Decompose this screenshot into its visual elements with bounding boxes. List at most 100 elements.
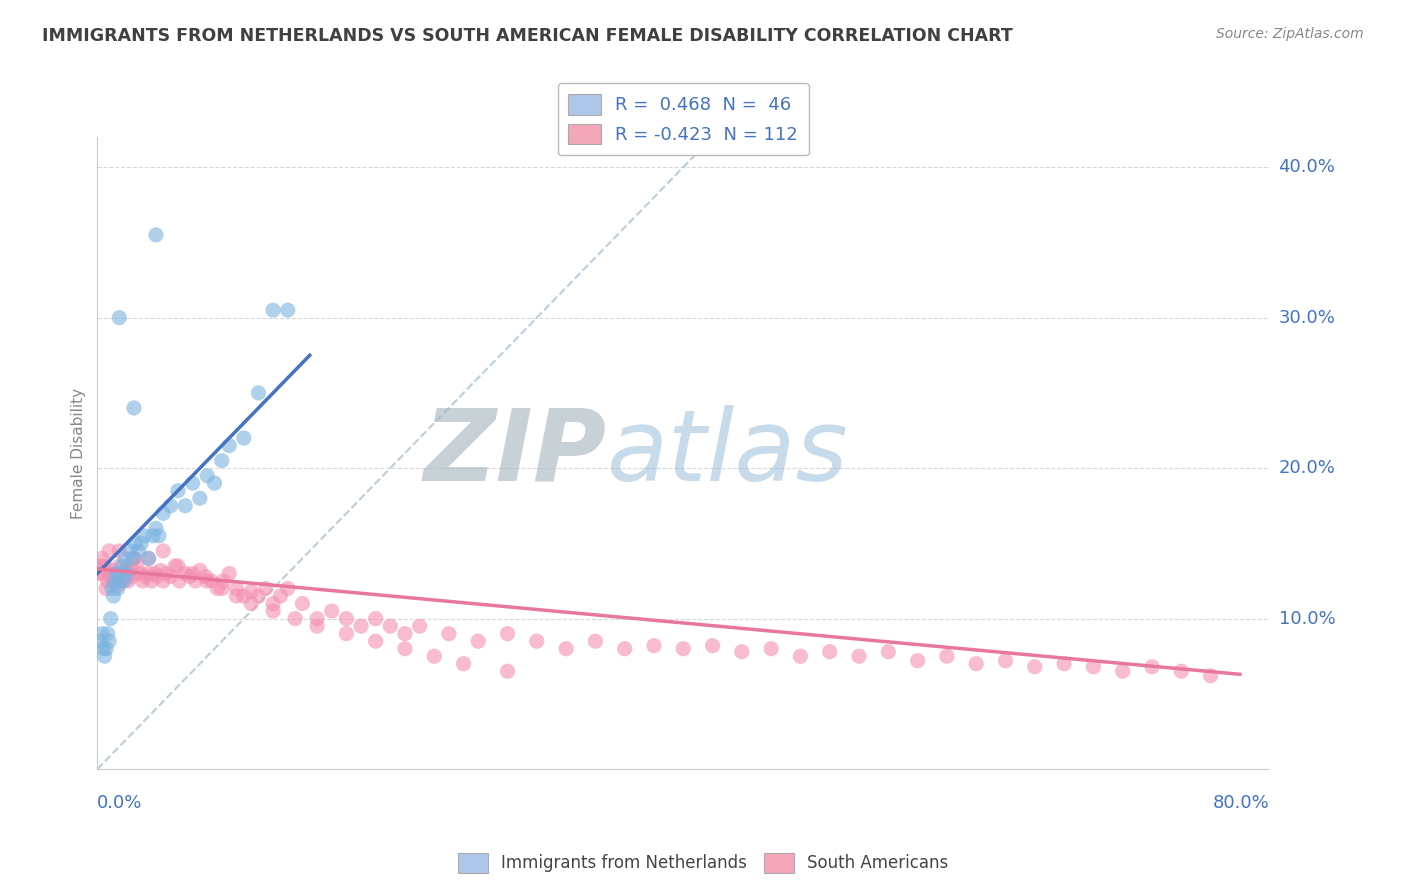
- Point: [148, 529, 170, 543]
- Point: [125, 558, 148, 573]
- Point: [89, 634, 111, 648]
- Point: [453, 657, 475, 671]
- Point: [122, 401, 145, 415]
- Point: [134, 529, 156, 543]
- Y-axis label: Female Disability: Female Disability: [72, 387, 86, 518]
- Point: [284, 612, 307, 626]
- Point: [94, 641, 117, 656]
- Point: [114, 564, 136, 578]
- Text: 0.0%: 0.0%: [97, 795, 143, 813]
- Point: [103, 589, 125, 603]
- Point: [201, 574, 224, 588]
- Point: [107, 578, 129, 592]
- Point: [152, 574, 174, 588]
- Point: [112, 566, 135, 581]
- Point: [1140, 659, 1163, 673]
- Point: [1199, 669, 1222, 683]
- Point: [211, 582, 233, 596]
- Point: [207, 582, 229, 596]
- Point: [115, 566, 138, 581]
- Point: [181, 566, 204, 581]
- Point: [145, 521, 167, 535]
- Point: [118, 566, 141, 581]
- Point: [188, 491, 211, 506]
- Point: [101, 564, 124, 578]
- Point: [146, 569, 169, 583]
- Point: [135, 569, 157, 583]
- Point: [247, 385, 270, 400]
- Point: [93, 558, 115, 573]
- Point: [702, 639, 724, 653]
- Point: [394, 641, 416, 656]
- Point: [110, 566, 132, 581]
- Point: [91, 566, 114, 581]
- Point: [122, 551, 145, 566]
- Point: [262, 303, 284, 318]
- Point: [204, 476, 226, 491]
- Point: [127, 544, 149, 558]
- Point: [117, 574, 139, 588]
- Point: [1111, 665, 1133, 679]
- Point: [120, 558, 142, 573]
- Point: [167, 483, 190, 498]
- Text: 40.0%: 40.0%: [1278, 158, 1336, 177]
- Point: [789, 649, 811, 664]
- Point: [143, 566, 166, 581]
- Point: [108, 310, 131, 325]
- Point: [100, 569, 122, 583]
- Point: [232, 589, 254, 603]
- Point: [112, 574, 135, 588]
- Point: [108, 558, 131, 573]
- Point: [87, 566, 110, 581]
- Point: [179, 569, 201, 583]
- Point: [437, 626, 460, 640]
- Text: 80.0%: 80.0%: [1212, 795, 1270, 813]
- Point: [321, 604, 343, 618]
- Point: [138, 551, 160, 566]
- Point: [107, 582, 129, 596]
- Point: [307, 612, 329, 626]
- Point: [155, 566, 177, 581]
- Point: [98, 566, 121, 581]
- Point: [108, 574, 131, 588]
- Point: [364, 634, 387, 648]
- Point: [350, 619, 373, 633]
- Point: [907, 654, 929, 668]
- Point: [111, 558, 134, 573]
- Point: [1053, 657, 1076, 671]
- Legend: Immigrants from Netherlands, South Americans: Immigrants from Netherlands, South Ameri…: [451, 847, 955, 880]
- Point: [110, 569, 132, 583]
- Point: [335, 626, 357, 640]
- Point: [124, 536, 146, 550]
- Point: [159, 499, 181, 513]
- Point: [152, 506, 174, 520]
- Point: [994, 654, 1017, 668]
- Point: [97, 574, 120, 588]
- Point: [335, 612, 357, 626]
- Point: [1083, 659, 1105, 673]
- Point: [935, 649, 957, 664]
- Point: [174, 566, 197, 581]
- Point: [247, 589, 270, 603]
- Point: [145, 227, 167, 242]
- Point: [101, 582, 124, 596]
- Text: 10.0%: 10.0%: [1278, 609, 1336, 628]
- Point: [643, 639, 665, 653]
- Point: [877, 645, 900, 659]
- Point: [98, 634, 121, 648]
- Point: [240, 584, 263, 599]
- Point: [731, 645, 754, 659]
- Point: [100, 612, 122, 626]
- Point: [613, 641, 636, 656]
- Point: [526, 634, 548, 648]
- Point: [408, 619, 430, 633]
- Point: [141, 574, 163, 588]
- Point: [496, 665, 519, 679]
- Point: [108, 544, 131, 558]
- Point: [94, 582, 117, 596]
- Point: [91, 641, 114, 656]
- Point: [1170, 665, 1192, 679]
- Point: [184, 574, 207, 588]
- Point: [122, 551, 145, 566]
- Point: [218, 566, 240, 581]
